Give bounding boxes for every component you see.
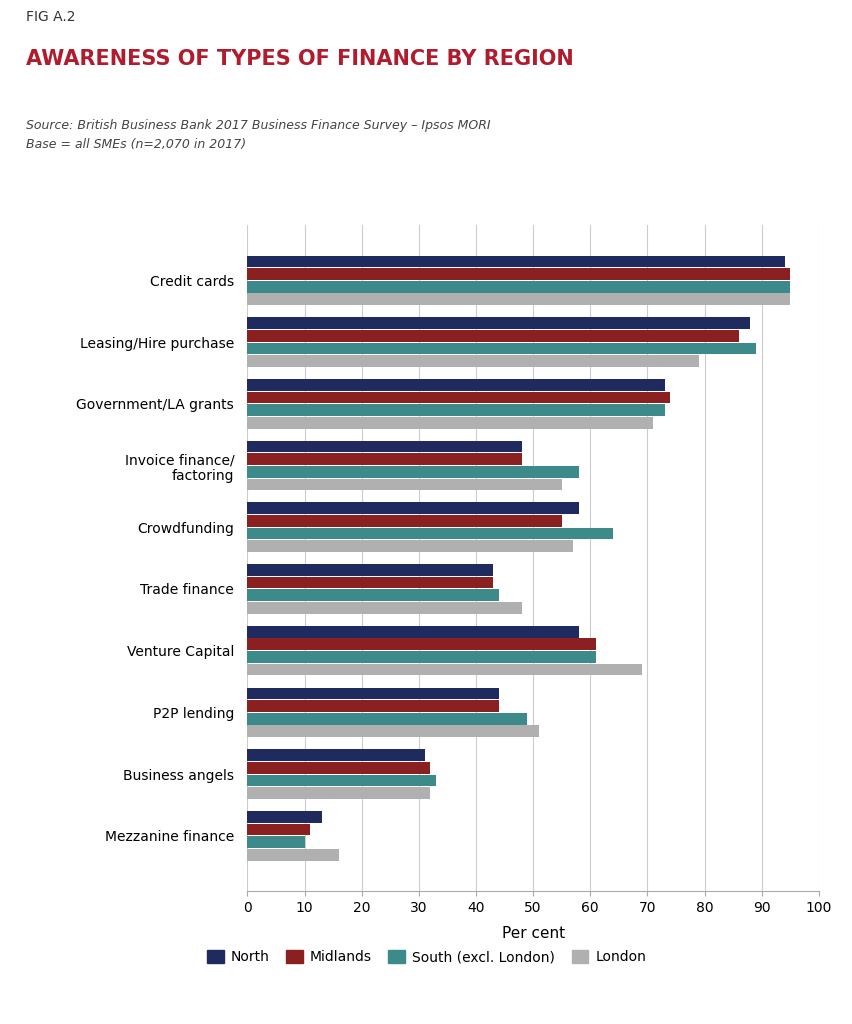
Bar <box>247 503 579 514</box>
Bar <box>247 404 664 416</box>
Bar <box>247 750 424 761</box>
Bar <box>247 638 596 650</box>
Bar <box>247 700 498 712</box>
Bar <box>247 590 498 601</box>
Bar <box>247 725 538 737</box>
Bar <box>247 466 579 478</box>
Bar <box>247 478 561 490</box>
Bar <box>247 440 521 453</box>
Bar <box>247 330 738 342</box>
Bar <box>247 317 750 329</box>
Text: AWARENESS OF TYPES OF FINANCE BY REGION: AWARENESS OF TYPES OF FINANCE BY REGION <box>26 49 573 70</box>
Text: FIG A.2: FIG A.2 <box>26 10 75 25</box>
Bar <box>247 837 304 848</box>
Bar <box>247 391 670 403</box>
Bar <box>247 355 698 367</box>
Bar <box>247 664 641 676</box>
Bar <box>247 823 310 836</box>
Bar <box>247 379 664 391</box>
Bar <box>247 602 521 613</box>
Legend: North, Midlands, South (excl. London), London: North, Midlands, South (excl. London), L… <box>201 945 651 970</box>
Bar <box>247 687 498 699</box>
Bar <box>247 256 784 267</box>
Bar <box>247 268 790 280</box>
Bar <box>247 774 435 786</box>
X-axis label: Per cent: Per cent <box>501 926 564 941</box>
Bar <box>247 281 790 293</box>
Bar <box>247 454 521 465</box>
Bar <box>247 811 321 822</box>
Bar <box>247 564 492 575</box>
Bar <box>247 713 527 725</box>
Bar <box>247 541 573 552</box>
Bar <box>247 515 561 526</box>
Bar <box>247 417 653 429</box>
Bar <box>247 343 755 354</box>
Bar <box>247 849 338 860</box>
Bar <box>247 577 492 589</box>
Text: Source: British Business Bank 2017 Business Finance Survey – Ipsos MORI
Base = a: Source: British Business Bank 2017 Busin… <box>26 119 490 152</box>
Bar <box>247 787 429 799</box>
Bar <box>247 626 579 638</box>
Bar <box>247 762 429 773</box>
Bar <box>247 527 613 540</box>
Bar <box>247 294 790 305</box>
Bar <box>247 651 596 663</box>
